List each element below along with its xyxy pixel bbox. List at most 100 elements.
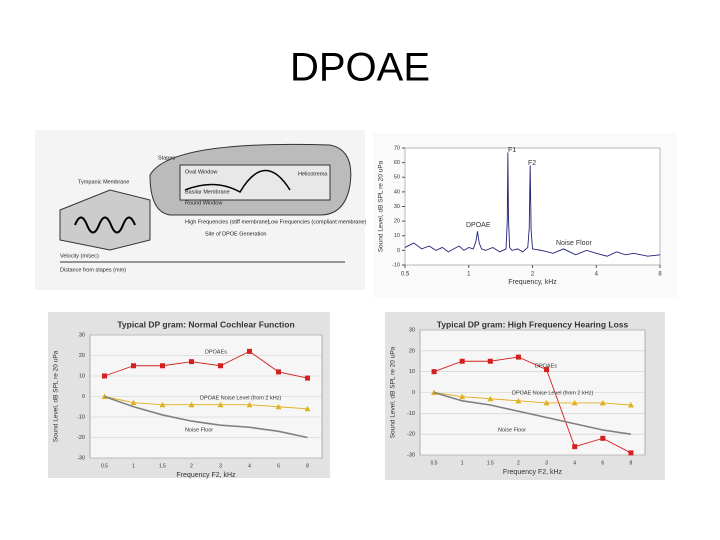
- x-tick-label: 4: [573, 460, 576, 466]
- point-marker: [188, 401, 195, 408]
- y-tick-label: 10: [409, 369, 415, 375]
- y-tick-label: 20: [394, 219, 400, 225]
- y-tick-label: 0: [397, 248, 400, 254]
- x-tick-label: 6: [277, 463, 280, 469]
- y-tick-label: 0: [412, 390, 415, 396]
- series-line: [104, 396, 308, 410]
- diagram-label: Basilar Membrane: [185, 189, 230, 195]
- point-marker: [217, 401, 224, 408]
- point-marker: [189, 359, 194, 365]
- y-axis-label: Sound Level, dB SPL re 20 uPa: [53, 350, 60, 442]
- x-tick-label: 1.5: [159, 463, 166, 469]
- point-marker: [487, 395, 494, 402]
- y-tick-label: -10: [407, 411, 415, 417]
- ear-canal: [59, 189, 151, 251]
- x-tick-label: 2: [531, 272, 535, 278]
- slide-title: DPOAE: [290, 46, 430, 90]
- x-axis-label: Frequency, kHz: [508, 279, 557, 286]
- point-marker: [276, 369, 281, 375]
- series-label: DPOAE Noise Level (from 2 kHz): [200, 395, 281, 401]
- point-marker: [627, 402, 634, 408]
- x-tick-label: 2: [517, 460, 520, 466]
- y-axis-label: Sound Level, dB SPL re 20 uPa: [378, 160, 385, 252]
- x-axis-label: Frequency F2, kHz: [503, 469, 563, 476]
- x-tick-label: 8: [658, 272, 662, 278]
- annotation: DPOAE: [466, 222, 491, 229]
- y-tick-label: 20: [409, 348, 415, 354]
- y-tick-label: 30: [394, 204, 400, 210]
- x-tick-label: 3: [545, 460, 548, 466]
- series-line: [104, 395, 308, 439]
- x-tick-label: 1: [467, 272, 471, 278]
- diagram-label: Round Window: [185, 200, 222, 206]
- series-line: [433, 392, 631, 406]
- y-tick-label: -10: [392, 262, 400, 268]
- annotation: F2: [528, 160, 536, 167]
- point-marker: [160, 363, 165, 369]
- cochlea-diagram: Stapes Oval Window Helicotrema Tympanic …: [35, 130, 367, 290]
- series-line: [404, 152, 661, 257]
- y-tick-label: 30: [409, 327, 415, 333]
- y-axis-label: Sound Level, dB SPL re 20 uPa: [390, 346, 397, 438]
- point-marker: [275, 403, 282, 410]
- diagram-label: Stapes: [158, 155, 175, 161]
- diagram-label: Site of DPOE Generation: [205, 231, 266, 237]
- diagram-label: High Frequencies (stiff membrane): [185, 219, 270, 225]
- point-marker: [218, 363, 223, 369]
- diagram-label: Tympanic Membrane: [78, 179, 129, 185]
- x-tick-label: 8: [630, 460, 633, 466]
- x-tick-label: 0.5: [401, 272, 410, 278]
- x-axis-label: Frequency F2, kHz: [176, 472, 236, 479]
- point-marker: [304, 405, 311, 412]
- chart-title: Typical DP gram: Normal Cochlear Functio…: [117, 319, 294, 329]
- y-tick-label: -20: [407, 432, 415, 438]
- y-tick-label: 40: [394, 189, 400, 195]
- point-marker: [628, 450, 634, 456]
- diagram-label: Velocity (m/sec): [60, 253, 99, 259]
- y-tick-label: -30: [77, 455, 85, 461]
- y-tick-label: 20: [79, 353, 85, 359]
- y-tick-label: -30: [407, 452, 415, 458]
- x-tick-label: 1.5: [487, 460, 494, 466]
- series-line: [433, 391, 632, 435]
- series-label: Noise Floor: [185, 427, 213, 433]
- y-tick-label: 30: [79, 332, 85, 338]
- point-marker: [543, 399, 550, 406]
- travel-wave: [184, 169, 291, 194]
- x-tick-label: 0.5: [101, 463, 108, 469]
- diagram-label: Helicotrema: [298, 171, 328, 177]
- point-marker: [459, 393, 466, 400]
- point-marker: [159, 401, 166, 408]
- point-marker: [571, 399, 578, 406]
- x-tick-label: 3: [219, 463, 222, 469]
- y-tick-label: 70: [394, 145, 400, 151]
- point-marker: [459, 358, 465, 364]
- y-tick-label: -20: [77, 435, 85, 441]
- point-marker: [599, 399, 606, 406]
- series-label: DPOAEs: [205, 349, 227, 355]
- annotation: F1: [508, 147, 516, 154]
- point-marker: [515, 354, 521, 360]
- x-tick-label: 1: [132, 463, 135, 469]
- y-tick-label: 50: [394, 175, 400, 181]
- point-marker: [487, 358, 493, 364]
- annotation: Noise Floor: [556, 240, 592, 247]
- point-marker: [305, 375, 310, 381]
- diagram-label: Distance from stapes (mm): [60, 267, 126, 273]
- x-tick-label: 1: [461, 460, 464, 466]
- series-label: DPOAE Noise Level (from 2 kHz): [512, 390, 593, 396]
- x-tick-label: 4: [248, 463, 251, 469]
- series-line: [433, 356, 632, 454]
- series-label: Noise Floor: [498, 427, 526, 433]
- x-tick-label: 8: [306, 463, 309, 469]
- point-marker: [246, 401, 253, 408]
- diagram-label: Oval Window: [185, 169, 217, 175]
- point-marker: [247, 348, 252, 354]
- x-tick-label: 4: [595, 272, 599, 278]
- point-marker: [130, 399, 137, 406]
- chart-title: Typical DP gram: High Frequency Hearing …: [437, 319, 629, 329]
- x-tick-label: 2: [190, 463, 193, 469]
- series-label: DPOAEs: [535, 363, 557, 369]
- point-marker: [600, 435, 606, 441]
- y-tick-label: 10: [79, 373, 85, 379]
